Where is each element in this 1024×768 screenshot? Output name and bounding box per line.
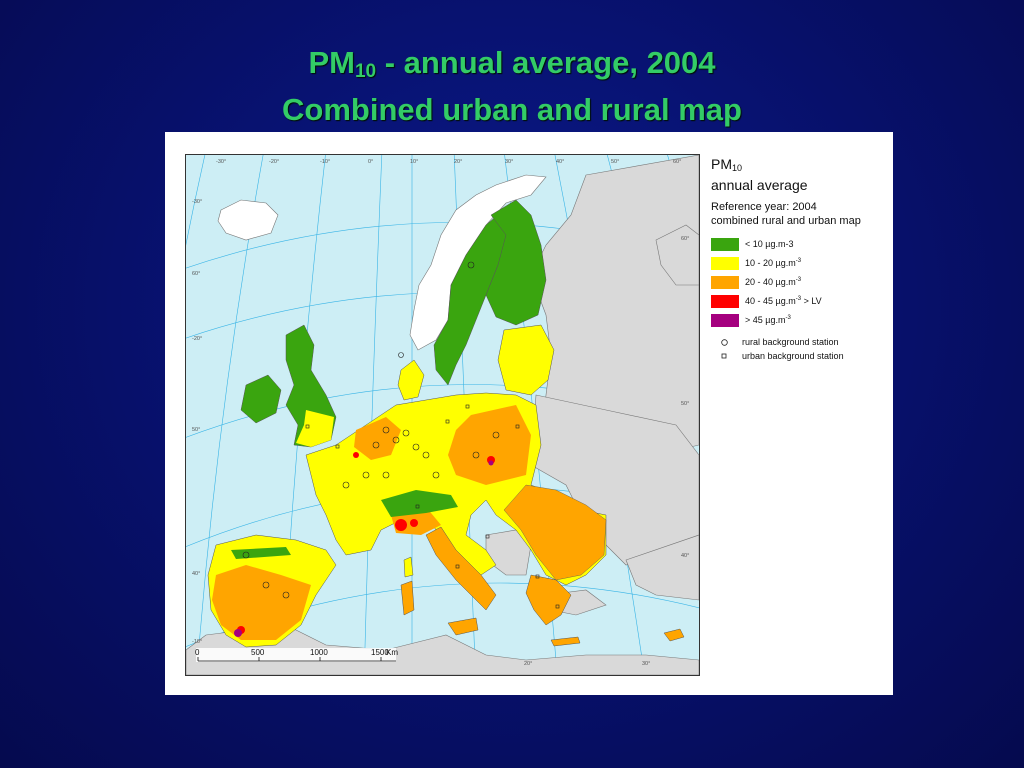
svg-text:10°: 10° — [410, 159, 418, 165]
slide-title: PM10 - annual average, 2004 Combined urb… — [0, 44, 1024, 129]
baltics — [497, 324, 555, 396]
legend-reference: Reference year: 2004 combined rural and … — [711, 201, 861, 227]
scale-bar: 0 500 1000 1500 Km — [195, 648, 398, 662]
sardinia — [400, 580, 415, 616]
iberia-orange — [212, 565, 311, 640]
europe-map: -30° -20° -10° 0° 10° 20° 30° 40° 50° 60… — [185, 154, 700, 676]
ireland — [240, 374, 282, 424]
swatch-purple — [711, 314, 739, 327]
svg-text:60°: 60° — [192, 271, 200, 277]
finland — [485, 199, 547, 326]
norway — [409, 174, 547, 351]
svg-text:60°: 60° — [681, 236, 689, 242]
balkans-orange — [503, 484, 607, 581]
circle-icon — [721, 339, 728, 346]
legend-class-lt10: < 10 µg.m-3 — [711, 236, 891, 255]
svg-text:0°: 0° — [368, 159, 373, 165]
map-svg: -30° -20° -10° 0° 10° 20° 30° 40° 50° 60… — [186, 155, 699, 675]
cyprus — [663, 628, 685, 642]
square-icon — [721, 353, 727, 359]
corsica — [403, 556, 414, 578]
graticule-labels: -30° -20° -10° 0° 10° 20° 30° 40° 50° 60… — [192, 159, 689, 667]
scale-tick-0: 0 — [195, 648, 200, 657]
svg-text:40°: 40° — [681, 553, 689, 559]
station-markers — [242, 261, 560, 609]
iberia-green-band — [231, 547, 291, 559]
england-south — [296, 410, 334, 447]
legend-class-gt45: > 45 µg.m-3 — [711, 312, 891, 331]
svg-text:-20°: -20° — [269, 159, 279, 165]
svg-text:-20°: -20° — [192, 336, 202, 342]
svg-text:60°: 60° — [673, 159, 681, 165]
title-line-1: PM10 - annual average, 2004 — [308, 45, 716, 82]
swatch-green — [711, 238, 739, 251]
non-eu-land — [186, 155, 699, 675]
legend-urban-station: urban background station — [711, 350, 891, 364]
svg-text:50°: 50° — [611, 159, 619, 165]
swatch-red — [711, 295, 739, 308]
svg-text:50°: 50° — [681, 401, 689, 407]
scale-tick-500: 500 — [251, 648, 265, 657]
alps-green — [381, 490, 458, 517]
svg-text:30°: 30° — [505, 159, 513, 165]
svg-text:40°: 40° — [556, 159, 564, 165]
svg-text:20°: 20° — [454, 159, 462, 165]
denmark — [397, 359, 425, 401]
sweden — [433, 209, 512, 386]
scale-unit: Km — [386, 648, 398, 657]
title-line-2: Combined urban and rural map — [282, 92, 742, 127]
svg-text:-30°: -30° — [192, 199, 202, 205]
benelux-orange — [354, 417, 401, 460]
italy — [425, 526, 497, 611]
scale-tick-1000: 1000 — [310, 648, 328, 657]
greece — [525, 574, 572, 626]
legend-class-20-40: 20 - 40 µg.m-3 — [711, 274, 891, 293]
svg-text:30°: 30° — [642, 661, 650, 667]
scale-tick-1500: 1500 — [371, 648, 389, 657]
svg-text:40°: 40° — [192, 571, 200, 577]
crete — [550, 636, 581, 647]
svg-text:50°: 50° — [192, 427, 200, 433]
sicily — [447, 617, 479, 636]
iceland — [217, 199, 279, 241]
legend-rural-station: rural background station — [711, 336, 891, 350]
legend-title: PM10 annual average — [711, 156, 808, 193]
purple-hotspots — [234, 460, 494, 637]
legend-class-10-20: 10 - 20 µg.m-3 — [711, 255, 891, 274]
svg-text:-10°: -10° — [320, 159, 330, 165]
swatch-orange — [711, 276, 739, 289]
map-legend: PM10 annual average Reference year: 2004… — [711, 156, 891, 364]
svg-text:20°: 20° — [524, 661, 532, 667]
central-europe-orange — [448, 405, 531, 485]
legend-class-40-45: 40 - 45 µg.m-3 > LV — [711, 293, 891, 312]
svg-text:-10°: -10° — [192, 639, 202, 645]
svg-text:-30°: -30° — [216, 159, 226, 165]
swatch-yellow — [711, 257, 739, 270]
